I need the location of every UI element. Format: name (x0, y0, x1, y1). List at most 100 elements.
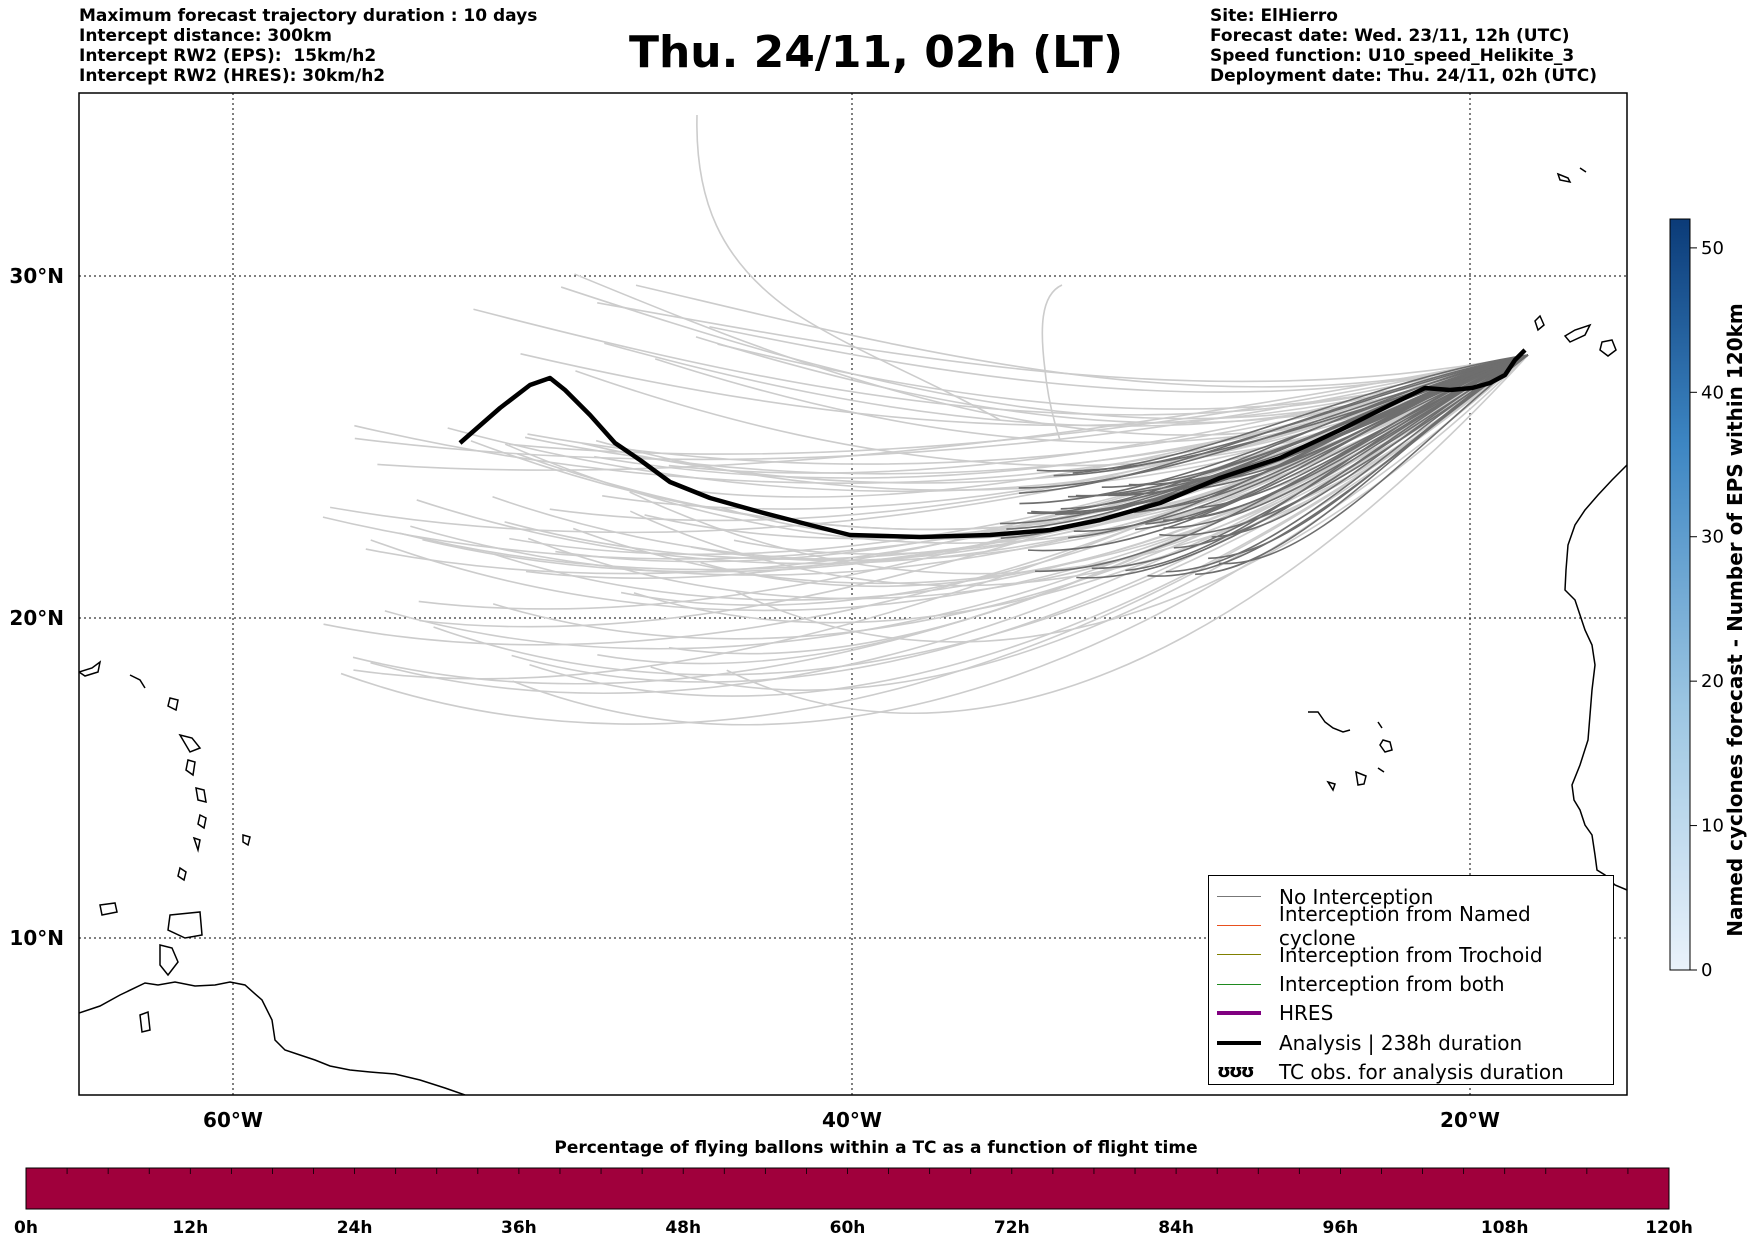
eps-trajectory-line (1036, 354, 1529, 472)
named-cyclones-colorbar: 0 10 20 30 40 50 (1669, 218, 1724, 981)
legend-no-interception: No Interception (1217, 882, 1613, 911)
flight-time-tick-label: 0h (14, 1218, 38, 1238)
south-america-coast (79, 981, 466, 1095)
eps-trajectory-line (1147, 354, 1529, 577)
legend-line-named-cyclone (1217, 925, 1261, 927)
virgin-islands (129, 674, 146, 689)
flight-time-tick-label: 120h (1645, 1218, 1693, 1238)
africa-coast (1564, 464, 1627, 891)
leeward-island-2 (178, 733, 202, 753)
trajectory-legend: No Interception Interception from Named … (1208, 875, 1614, 1085)
flight-time-colorbar-title: Percentage of flying ballons within a TC… (554, 1138, 1198, 1158)
colorbar-tick-label: 40 (1701, 382, 1724, 403)
eps-trajectory-line (512, 354, 1529, 726)
info-site: Site: ElHierro (1210, 6, 1338, 26)
info-speed-function: Speed function: U10_speed_Helikite_3 (1210, 46, 1575, 66)
legend-label: Analysis | 238h duration (1279, 1030, 1523, 1055)
lat-lon-labels: 60°W 40°W 20°W 30°N 20°N 10°N (9, 264, 1500, 1132)
eps-trajectory-line (1041, 284, 1063, 441)
grenadines (177, 866, 187, 882)
lat-label-10n: 10°N (9, 926, 64, 950)
lon-label-20w: 20°W (1440, 1108, 1500, 1132)
flight-time-tick-label: 24h (337, 1218, 373, 1238)
eps-trajectory-line (709, 325, 1529, 393)
cyclone-symbol-icon: ʊʊʊ (1217, 1061, 1255, 1083)
legend-label: Interception from Named cyclone (1278, 901, 1531, 950)
lon-label-40w: 40°W (822, 1108, 882, 1132)
legend-label: Interception from both (1279, 972, 1505, 997)
info-forecast-date: Forecast date: Wed. 23/11, 12h (UTC) (1210, 26, 1570, 46)
madeira (1556, 167, 1587, 184)
lat-label-30n: 30°N (9, 264, 64, 288)
param-intercept-distance: Intercept distance: 300km (79, 26, 332, 46)
st-lucia (192, 836, 201, 853)
flight-time-tick-label: 48h (665, 1218, 701, 1238)
eps-trajectory-line (696, 114, 1001, 421)
leeward-island-1 (167, 697, 179, 712)
eps-trajectory-line (1218, 354, 1529, 565)
flight-time-bar (25, 1167, 1670, 1210)
eps-trajectory-line (1019, 354, 1529, 505)
eps-trajectory-line (1163, 354, 1529, 529)
eps-trajectory-line (504, 354, 1529, 560)
eps-trajectory-line (1076, 354, 1529, 579)
param-rw2-hres: Intercept RW2 (HRES): 30km/h2 (79, 66, 386, 86)
info-deployment-date: Deployment date: Thu. 24/11, 02h (UTC) (1210, 66, 1597, 86)
venezuela-island (159, 944, 179, 977)
flight-time-tick-label: 108h (1481, 1218, 1529, 1238)
legend-line-hres (1217, 1011, 1261, 1016)
colorbar-tick-label: 30 (1701, 527, 1724, 548)
eps-trajectory-line (365, 354, 1529, 575)
barbados (242, 834, 251, 847)
legend-label: HRES (1279, 1001, 1334, 1026)
flight-time-tick-label: 72h (994, 1218, 1030, 1238)
eps-trajectory-line (1053, 354, 1529, 477)
flight-time-tick-label: 84h (1158, 1218, 1194, 1238)
colorbar-tick-label: 0 (1701, 960, 1712, 981)
colorbar-label-text: Named cyclones forecast - Number of EPS … (1723, 303, 1747, 937)
legend-hres: HRES (1217, 999, 1613, 1028)
puerto-rico (79, 660, 102, 677)
legend-named-cyclone: Interception from Named cyclone (1217, 902, 1613, 950)
eps-trajectory-line (354, 354, 1529, 461)
eps-trajectory-line (377, 354, 1529, 471)
forecast-parameters: Maximum forecast trajectory duration : 1… (79, 6, 537, 86)
legend-both: Interception from both (1217, 970, 1613, 999)
param-duration: Maximum forecast trajectory duration : 1… (79, 6, 538, 26)
margarita (139, 1010, 151, 1033)
eps-trajectory-line (1072, 354, 1529, 474)
legend-trochoid: Interception from Trochoid (1217, 940, 1613, 969)
eps-trajectory-line (735, 354, 1529, 643)
guadeloupe (185, 759, 196, 777)
flight-time-tick-label: 36h (501, 1218, 537, 1238)
eps-trajectory-line (370, 354, 1529, 694)
flight-time-colorbar: 0h 12h 24h 36h 48h 60h 72h 84h 96h 108h 120h (14, 1167, 1693, 1238)
legend-line-trochoid (1217, 954, 1261, 956)
trinidad (167, 911, 203, 939)
colorbar-tick-label: 20 (1701, 671, 1724, 692)
canary-islands (1534, 314, 1617, 357)
martinique (197, 813, 207, 830)
flight-time-tick-label: 96h (1323, 1218, 1359, 1238)
coastlines (79, 167, 1627, 1095)
legend-line-analysis (1217, 1040, 1261, 1045)
legend-line-no-interception (1217, 896, 1261, 898)
lat-label-20n: 20°N (9, 606, 64, 630)
colorbar-gradient (1669, 218, 1691, 971)
colorbar-tick-label: 50 (1701, 238, 1724, 259)
lon-label-60w: 60°W (203, 1108, 263, 1132)
site-info: Site: ElHierro Forecast date: Wed. 23/11… (1210, 6, 1597, 86)
legend-analysis: Analysis | 238h duration (1217, 1028, 1613, 1057)
cape-verde-islands (1308, 711, 1393, 792)
eps-trajectory-line (633, 354, 1529, 624)
page-title: Thu. 24/11, 02h (LT) (628, 27, 1124, 78)
legend-tc-obs: ʊʊʊ TC obs. for analysis duration (1217, 1057, 1613, 1086)
legend-label: Interception from Trochoid (1279, 942, 1543, 967)
tobago (99, 902, 118, 916)
legend-label: No Interception (1279, 884, 1434, 909)
dominica (195, 786, 207, 804)
eps-trajectories (322, 114, 1529, 726)
eps-trajectory-line (340, 354, 1529, 725)
flight-time-tick-label: 60h (830, 1218, 866, 1238)
